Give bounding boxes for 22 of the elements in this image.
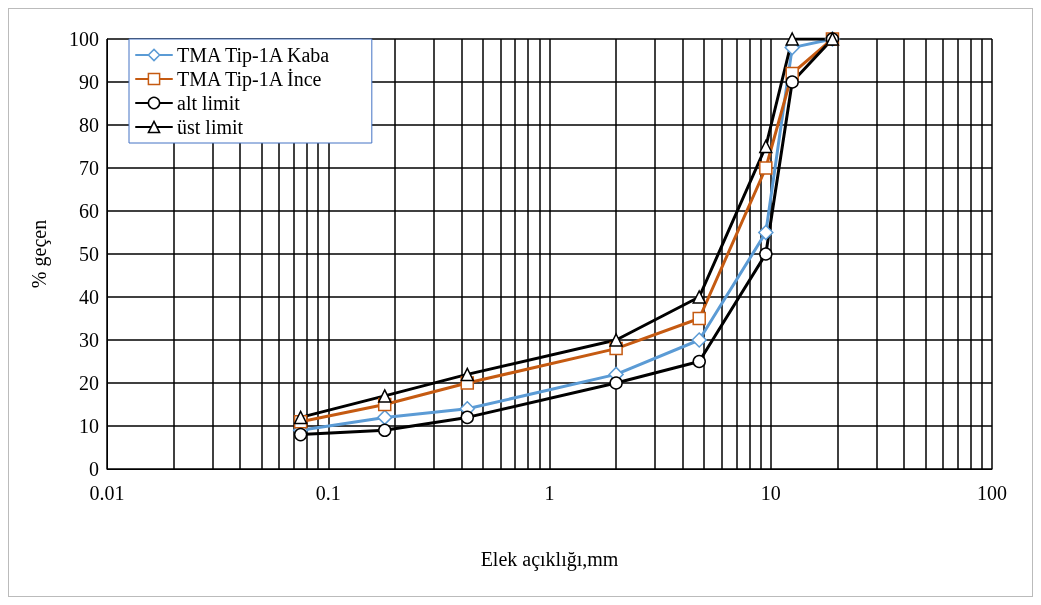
y-tick-label: 40 <box>79 286 99 308</box>
y-tick-label: 0 <box>89 458 99 480</box>
y-tick-label: 50 <box>79 243 99 265</box>
legend-label: üst limit <box>177 116 244 138</box>
y-tick-label: 20 <box>79 372 99 394</box>
y-tick-label: 70 <box>79 157 99 179</box>
y-tick-label: 90 <box>79 71 99 93</box>
x-axis-title: Elek açıklığı,mm <box>480 548 619 571</box>
legend-label: alt limit <box>177 92 241 114</box>
y-tick-label: 100 <box>69 28 99 50</box>
x-tick-label: 0.1 <box>315 482 341 504</box>
y-tick-label: 80 <box>79 114 99 136</box>
y-tick-label: 30 <box>79 329 99 351</box>
x-tick-label: 10 <box>760 482 781 504</box>
x-tick-label: 100 <box>977 482 1007 504</box>
legend-label: TMA Tip-1A İnce <box>177 68 322 91</box>
y-tick-label: 60 <box>79 200 99 222</box>
x-tick-label: 0.01 <box>89 482 125 504</box>
legend-label: TMA Tip-1A Kaba <box>177 44 330 67</box>
x-tick-label: 1 <box>544 482 555 504</box>
y-tick-label: 10 <box>79 415 99 437</box>
y-axis-title: % geçen <box>28 219 51 289</box>
